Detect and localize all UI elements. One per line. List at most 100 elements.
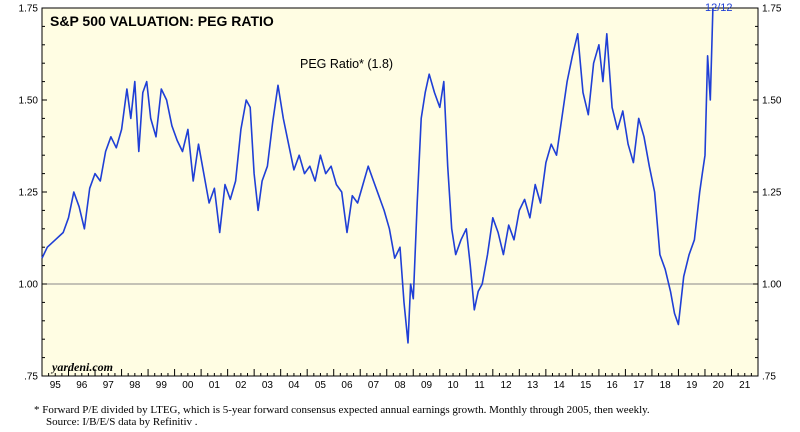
x-tick-label-06: 06 [341, 380, 353, 391]
x-tick-label-01: 01 [209, 380, 221, 391]
x-tick-label-04: 04 [288, 380, 300, 391]
latest-date-label: 12/12 [705, 2, 733, 14]
data-point-27 [182, 151, 184, 153]
data-point-112 [602, 81, 604, 83]
data-point-115 [617, 128, 619, 130]
y-tick-label-left-2: 1.25 [19, 188, 39, 199]
data-point-49 [293, 169, 295, 171]
data-point-106 [571, 55, 573, 57]
data-point-92 [497, 232, 499, 234]
x-tick-label-98: 98 [129, 380, 141, 391]
data-point-132 [701, 173, 703, 175]
data-point-16 [130, 117, 132, 119]
footnote: * Forward P/E divided by LTEG, which is … [34, 404, 794, 428]
data-point-130 [693, 239, 695, 241]
data-point-135 [709, 99, 711, 101]
y-tick-label-left-1: 1.00 [19, 280, 39, 291]
data-point-57 [335, 184, 337, 186]
data-point-98 [529, 217, 531, 219]
data-point-44 [266, 165, 268, 167]
data-point-60 [351, 195, 353, 197]
data-point-134 [707, 55, 709, 57]
data-point-131 [699, 191, 701, 193]
footnote-line-2: Source: I/B/E/S data by Refinitiv . [46, 416, 198, 428]
data-point-83 [455, 254, 457, 256]
data-point-21 [150, 117, 152, 119]
data-point-69 [399, 246, 401, 248]
data-point-51 [304, 173, 306, 175]
data-point-19 [142, 92, 144, 94]
data-point-72 [410, 283, 412, 285]
data-point-11 [105, 151, 107, 153]
data-point-68 [394, 257, 396, 259]
data-point-40 [249, 106, 251, 108]
x-tick-label-17: 17 [633, 380, 645, 391]
data-point-46 [277, 84, 279, 86]
data-point-117 [627, 143, 629, 145]
y-tick-label-right-1: 1.00 [762, 280, 782, 291]
data-point-6 [78, 206, 80, 208]
chart-title: S&P 500 VALUATION: PEG RATIO [50, 13, 274, 29]
data-point-61 [357, 202, 359, 204]
data-point-96 [518, 209, 520, 211]
data-point-80 [443, 81, 445, 83]
x-tick-label-16: 16 [607, 380, 619, 391]
y-tick-label-right-2: 1.25 [762, 188, 782, 199]
plot-area [41, 7, 759, 377]
data-point-15 [126, 88, 128, 90]
data-point-116 [622, 110, 624, 112]
data-point-90 [487, 254, 489, 256]
data-point-8 [89, 187, 91, 189]
y-tick-label-right-4: 1.75 [762, 4, 782, 15]
data-point-74 [416, 202, 418, 204]
data-point-54 [319, 154, 321, 156]
data-point-79 [439, 106, 441, 108]
x-tick-label-20: 20 [713, 380, 725, 391]
data-point-33 [213, 187, 215, 189]
data-point-122 [654, 191, 656, 193]
data-point-28 [187, 128, 189, 130]
x-tick-label-15: 15 [580, 380, 592, 391]
data-point-52 [309, 165, 311, 167]
footnote-line-1: * Forward P/E divided by LTEG, which is … [34, 404, 650, 416]
data-point-105 [566, 81, 568, 83]
x-tick-label-07: 07 [368, 380, 380, 391]
x-tick-label-05: 05 [315, 380, 327, 391]
brand-label: yardeni.com [50, 360, 113, 374]
data-point-109 [587, 114, 589, 116]
legend-label: PEG Ratio* (1.8) [300, 57, 393, 71]
data-point-26 [176, 140, 178, 142]
data-point-2 [54, 239, 56, 241]
data-point-22 [155, 136, 157, 138]
data-point-89 [481, 283, 483, 285]
data-point-128 [683, 276, 685, 278]
data-point-75 [420, 117, 422, 119]
data-point-73 [412, 298, 414, 300]
data-point-126 [674, 312, 676, 314]
data-point-4 [68, 217, 70, 219]
data-point-111 [598, 44, 600, 46]
data-point-42 [257, 209, 259, 211]
data-point-110 [593, 62, 595, 64]
data-point-18 [138, 151, 140, 153]
data-point-88 [477, 290, 479, 292]
data-point-93 [502, 254, 504, 256]
y-tick-label-left-4: 1.75 [19, 4, 39, 15]
data-point-24 [166, 99, 168, 101]
data-point-17 [134, 81, 136, 83]
x-axis: 95 96 97 98 99 00 01 02 03 04 05 06 07 08 09 10 11 12 13 14… [41, 369, 759, 391]
data-point-91 [492, 217, 494, 219]
x-tick-label-96: 96 [76, 380, 88, 391]
data-point-29 [192, 180, 194, 182]
data-point-113 [606, 33, 608, 35]
data-point-121 [648, 165, 650, 167]
data-point-65 [378, 195, 380, 197]
data-point-25 [171, 125, 173, 127]
data-point-37 [235, 180, 237, 182]
data-point-66 [383, 209, 385, 211]
data-point-87 [473, 309, 475, 311]
x-tick-label-03: 03 [262, 380, 274, 391]
data-point-47 [282, 117, 284, 119]
data-point-103 [556, 154, 558, 156]
x-tick-label-11: 11 [474, 380, 485, 391]
